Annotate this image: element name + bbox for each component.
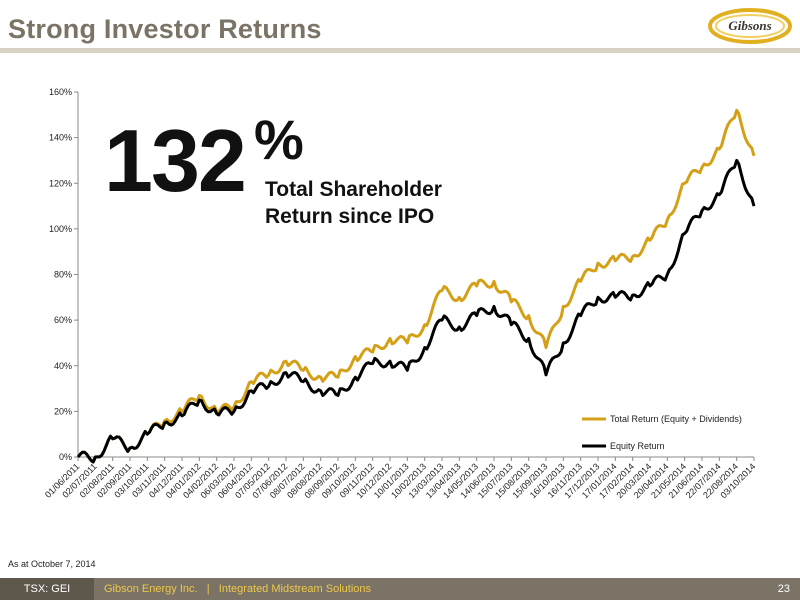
- title-underline: [0, 48, 800, 53]
- callout-line-2: Return since IPO: [265, 205, 435, 228]
- as-at-note: As at October 7, 2014: [8, 559, 96, 569]
- footer-tagline: Integrated Midstream Solutions: [218, 583, 372, 595]
- y-tick-label: 100%: [49, 224, 72, 234]
- series-line-equity-return: [76, 158, 756, 464]
- legend: Total Return (Equity + Dividends) Equity…: [582, 414, 742, 451]
- callout-text: Total Shareholder Return since IPO: [265, 176, 485, 230]
- callout-percent: %: [254, 108, 304, 171]
- footer-company-name: Gibson Energy Inc.: [104, 583, 198, 595]
- footer-company: Gibson Energy Inc. | Integrated Midstrea…: [104, 578, 371, 600]
- y-tick-label: 140%: [49, 133, 72, 143]
- y-tick-label: 60%: [54, 315, 72, 325]
- y-tick-label: 120%: [49, 178, 72, 188]
- page-number: 23: [777, 583, 790, 595]
- gibsons-logo: Gibsons: [708, 8, 792, 44]
- legend-label-equity-return: Equity Return: [610, 441, 665, 451]
- y-tick-label: 0%: [59, 452, 72, 462]
- logo-text: Gibsons: [728, 18, 771, 33]
- legend-label-total-return: Total Return (Equity + Dividends): [610, 414, 742, 424]
- page-title: Strong Investor Returns: [8, 14, 322, 44]
- callout-line-1: Total Shareholder: [265, 178, 442, 201]
- y-tick-label: 160%: [49, 87, 72, 97]
- y-tick-label: 40%: [54, 361, 72, 371]
- y-tick-label: 20%: [54, 406, 72, 416]
- footer-separator: |: [206, 583, 210, 595]
- footer-bar: TSX: GEI Gibson Energy Inc. | Integrated…: [0, 578, 800, 600]
- series-line-total-return: [76, 108, 756, 464]
- y-tick-label: 80%: [54, 270, 72, 280]
- callout-number: 132: [104, 111, 247, 210]
- footer-ticker: TSX: GEI: [0, 578, 94, 600]
